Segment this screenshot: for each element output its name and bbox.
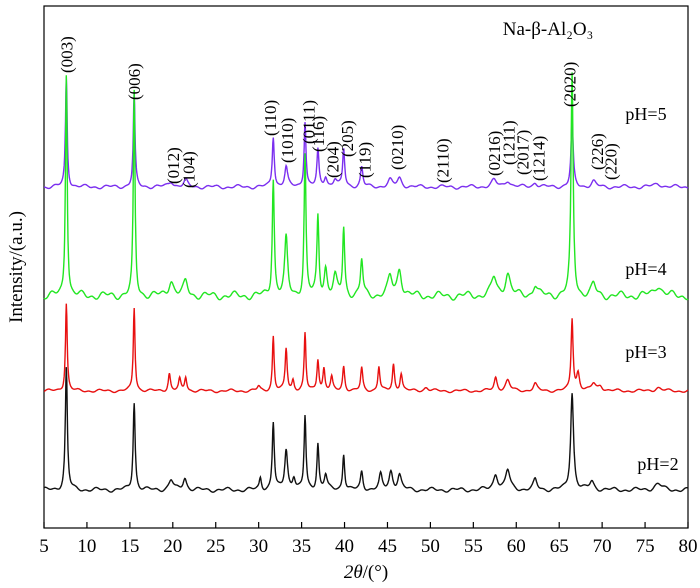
x-axis-label-var: 2θ — [344, 562, 363, 583]
series-line-pH=5 — [43, 76, 689, 190]
x-tick-label-80: 80 — [679, 536, 698, 557]
peak-label-110: (110) — [261, 100, 280, 136]
x-tick-label-30: 30 — [249, 536, 268, 557]
series-lines — [43, 72, 689, 493]
peak-label-2020: (2020) — [561, 62, 580, 107]
x-tick-label-15: 15 — [120, 536, 139, 557]
x-tick-label-70: 70 — [593, 536, 612, 557]
series-labels: pH=5 pH=4 pH=3 pH=2 — [625, 104, 678, 474]
peak-labels: (003)(006)(012)(104)(110)(1010) (0111)(11… — [57, 36, 620, 188]
x-tick-label-50: 50 — [421, 536, 440, 557]
peak-label-0210: (0210) — [388, 125, 407, 170]
chart-title: Na-β-Al₂O₃ — [503, 19, 593, 40]
series-line-pH=4 — [43, 72, 689, 301]
plot-frame — [43, 5, 689, 529]
peak-label-204: (204) — [324, 141, 343, 178]
x-tick-label-20: 20 — [163, 536, 182, 557]
series-label-pH=5: pH=5 — [625, 104, 666, 124]
x-tick-label-75: 75 — [636, 536, 655, 557]
peak-label-1211: (1211) — [500, 120, 519, 165]
peak-label-2110: (2110) — [433, 138, 452, 183]
series-line-pH=2 — [43, 367, 689, 493]
x-tick-label-55: 55 — [464, 536, 483, 557]
peak-label-104: (104) — [179, 151, 198, 188]
x-tick-label-5: 5 — [39, 536, 49, 557]
peak-label-1214: (1214) — [530, 136, 549, 181]
peak-label-012: (012) — [164, 147, 183, 184]
x-axis-label: 2θ/(°) — [344, 562, 388, 583]
x-tick-label-40: 40 — [335, 536, 354, 557]
peak-label-119: (119) — [355, 142, 374, 178]
x-tick-label-10: 10 — [77, 536, 96, 557]
x-tick-label-35: 35 — [292, 536, 311, 557]
series-label-pH=3: pH=3 — [625, 342, 666, 362]
peak-label-006: (006) — [125, 63, 144, 100]
x-tick-label-65: 65 — [550, 536, 569, 557]
peak-label-003: (003) — [57, 36, 76, 73]
peak-label-0216: (0216) — [485, 131, 504, 176]
peak-label-2017: (2017) — [513, 130, 532, 175]
x-tick-label-45: 45 — [378, 536, 397, 557]
peak-label-116: (116) — [309, 116, 328, 152]
x-tick-label-25: 25 — [206, 536, 225, 557]
series-line-pH=3 — [43, 303, 689, 394]
peak-label-1010: (1010) — [278, 118, 297, 163]
series-label-pH=4: pH=4 — [625, 259, 666, 279]
peak-label-226: (226) — [588, 133, 607, 170]
peak-label-205: (205) — [338, 120, 357, 157]
x-ticks: 5 10 15 20 25 30 35 40 45 50 55 60 65 70 75 80 — [39, 522, 698, 557]
y-axis-label: Intensity/(a.u.) — [6, 211, 27, 323]
x-axis-label-unit: /(°) — [363, 562, 389, 583]
peak-label-0111: (0111) — [300, 100, 319, 144]
series-label-pH=2: pH=2 — [637, 454, 678, 474]
x-tick-label-60: 60 — [507, 536, 526, 557]
peak-label-220: (220) — [602, 143, 621, 180]
